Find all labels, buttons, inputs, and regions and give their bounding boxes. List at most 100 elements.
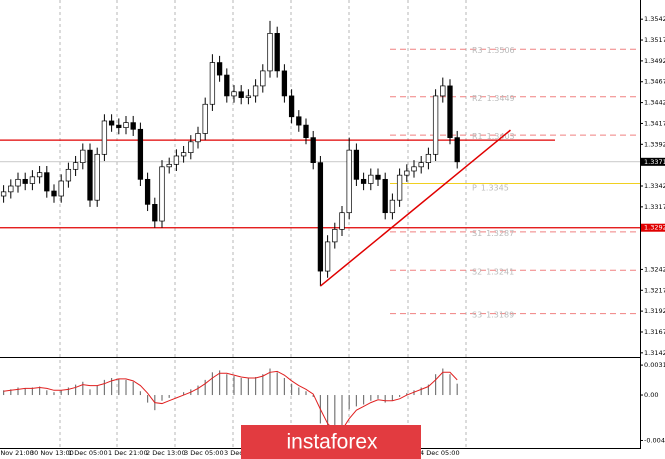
pivot-level-label: S1 1.3287 — [472, 228, 514, 237]
histogram-bar — [327, 395, 329, 435]
candle-body — [310, 137, 316, 164]
candle-body — [382, 178, 388, 214]
candle-body — [58, 180, 64, 197]
histogram-bar — [406, 393, 408, 396]
candle-body — [260, 70, 266, 87]
pivot-level-label: S3 1.3189 — [472, 310, 514, 319]
histogram-bar — [399, 395, 401, 397]
candle-body — [303, 124, 309, 138]
candle-body — [101, 120, 108, 155]
candle-body — [360, 178, 367, 184]
x-tick-label: 1 Dec 05:00 — [68, 449, 108, 457]
histogram-bar — [305, 391, 307, 396]
histogram-bar — [75, 384, 77, 396]
candle-body — [281, 70, 288, 97]
current-price-label: 1.3371 — [644, 158, 665, 166]
candle-body — [274, 33, 280, 72]
price-panel: 1.3542 1.3517 1.3492 1.3467 1.3442 1.3417 1.33… — [0, 15, 665, 357]
histogram-bar — [233, 376, 235, 396]
histogram-bar — [456, 383, 458, 396]
level-value: 1.3287 — [486, 228, 514, 237]
histogram-bar — [291, 383, 293, 396]
histogram-bar — [111, 377, 113, 396]
watermark-text: instaforex — [286, 431, 378, 454]
pivot-level-label: R1 1.3403 — [472, 132, 515, 141]
candle-body — [94, 153, 100, 201]
y-tick-label: 1.3392 — [644, 140, 665, 148]
level-name: P — [472, 183, 477, 192]
candle-body — [296, 116, 302, 126]
candle-body — [202, 103, 208, 134]
histogram-bar — [204, 379, 206, 396]
histogram-bar — [46, 390, 48, 396]
candle-body — [22, 178, 28, 184]
histogram-bar — [139, 391, 141, 396]
candle-body — [51, 190, 57, 197]
candle-body — [173, 155, 180, 165]
histogram-bar — [255, 377, 257, 396]
histogram-bar — [82, 381, 84, 396]
level-value: 1.3345 — [481, 183, 509, 192]
y-tick-label: 1.3242 — [644, 265, 665, 273]
y-tick-label: 1.3492 — [644, 57, 665, 65]
candle-body — [324, 241, 331, 272]
histogram-bar — [10, 389, 12, 396]
candle-body — [44, 172, 50, 192]
histogram-bar — [103, 379, 105, 396]
histogram-bar — [427, 384, 429, 396]
candle-body — [353, 149, 360, 180]
histogram-bar — [442, 368, 444, 396]
histogram-bar — [348, 395, 350, 410]
watermark: instaforex — [241, 425, 421, 459]
histogram-bar — [435, 374, 437, 396]
histogram-bar — [31, 387, 33, 396]
histogram-bar — [384, 395, 386, 403]
histogram-bar — [183, 392, 185, 396]
candle-body — [116, 124, 122, 128]
candle-body — [425, 153, 432, 164]
histogram-bar — [89, 389, 91, 396]
indicator-tick-label: 0.00316 — [644, 361, 665, 369]
trendline — [319, 129, 511, 287]
histogram-bar — [118, 378, 120, 396]
pivot-label: P 1.3345 — [472, 183, 509, 192]
y-tick-label: 1.3217 — [644, 286, 665, 294]
candle-body — [346, 149, 352, 214]
pivot-level-label: R2 1.3449 — [472, 93, 515, 102]
x-tick-label: 1 Dec 21:00 — [108, 449, 148, 457]
histogram-bar — [363, 395, 365, 405]
candle-body — [368, 174, 374, 184]
candle-body — [288, 95, 295, 118]
watermark-box — [241, 425, 421, 459]
level-name: R1 — [472, 132, 483, 141]
candle-body — [8, 185, 14, 193]
histogram-bar — [283, 377, 285, 396]
pivot-level-label: R3 1.3506 — [472, 46, 515, 55]
candle-body — [159, 166, 165, 222]
candle-body — [440, 85, 446, 97]
candle-body — [432, 95, 439, 155]
indicator-panel: 0.00316 0.00 -0.0048 — [3, 361, 665, 444]
support-label: 1.3292 — [644, 224, 665, 232]
histogram-bar — [355, 395, 357, 407]
candle-body — [418, 162, 424, 168]
candle-body — [216, 62, 223, 76]
candle-body — [209, 62, 216, 105]
candle-body — [447, 85, 453, 138]
candle-body — [123, 122, 129, 128]
level-value: 1.3506 — [487, 46, 515, 55]
candle-body — [245, 95, 252, 98]
candle-body — [72, 162, 79, 170]
histogram-bar — [449, 374, 451, 396]
candle-body — [15, 178, 21, 187]
x-tick-label: 3 Dec 05:00 — [184, 449, 224, 457]
candle-body — [108, 120, 115, 126]
candle-body — [317, 162, 324, 272]
candle-body — [180, 152, 187, 157]
histogram-bar — [377, 395, 379, 399]
histogram-bar — [262, 374, 264, 396]
histogram-bar — [420, 387, 422, 396]
level-name: S1 — [472, 228, 482, 237]
indicator-tick-label: 0.00 — [644, 391, 658, 399]
level-value: 1.3403 — [487, 132, 515, 141]
